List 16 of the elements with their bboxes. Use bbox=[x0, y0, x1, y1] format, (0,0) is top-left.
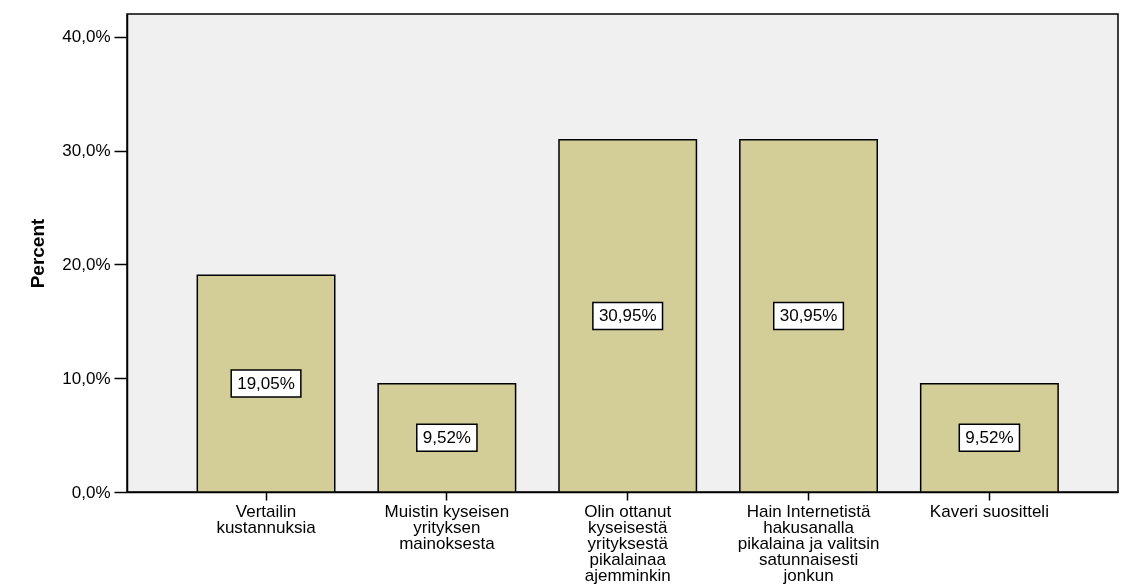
x-tick-label: Olin ottanut kyseisestä yrityksestä pikalainaa ajemminkin bbox=[584, 501, 672, 585]
data-label: 30,95% bbox=[598, 305, 657, 325]
y-tick-label: 20,0% bbox=[62, 254, 111, 274]
y-axis-title: Percent bbox=[27, 217, 49, 289]
y-tick-label: 30,0% bbox=[62, 141, 111, 161]
y-tick-label: 10,0% bbox=[62, 368, 111, 388]
x-tick-label: Muistin kyseisen yrityksen mainoksesta bbox=[384, 501, 510, 553]
data-label: 9,52% bbox=[422, 427, 471, 447]
x-tick-label: Kaveri suositteli bbox=[929, 501, 1049, 521]
data-label: 9,52% bbox=[965, 427, 1014, 447]
data-label: 30,95% bbox=[779, 305, 838, 325]
x-tick-label: Vertailin kustannuksia bbox=[216, 501, 317, 537]
x-tick-label: Hain Internetistä hakusanalla pikalaina ja valitsin satunnaisesti jonkun bbox=[737, 501, 880, 585]
data-label: 19,05% bbox=[237, 373, 295, 393]
y-tick-label: 40,0% bbox=[62, 27, 111, 47]
y-tick-label: 0,0% bbox=[71, 482, 111, 502]
